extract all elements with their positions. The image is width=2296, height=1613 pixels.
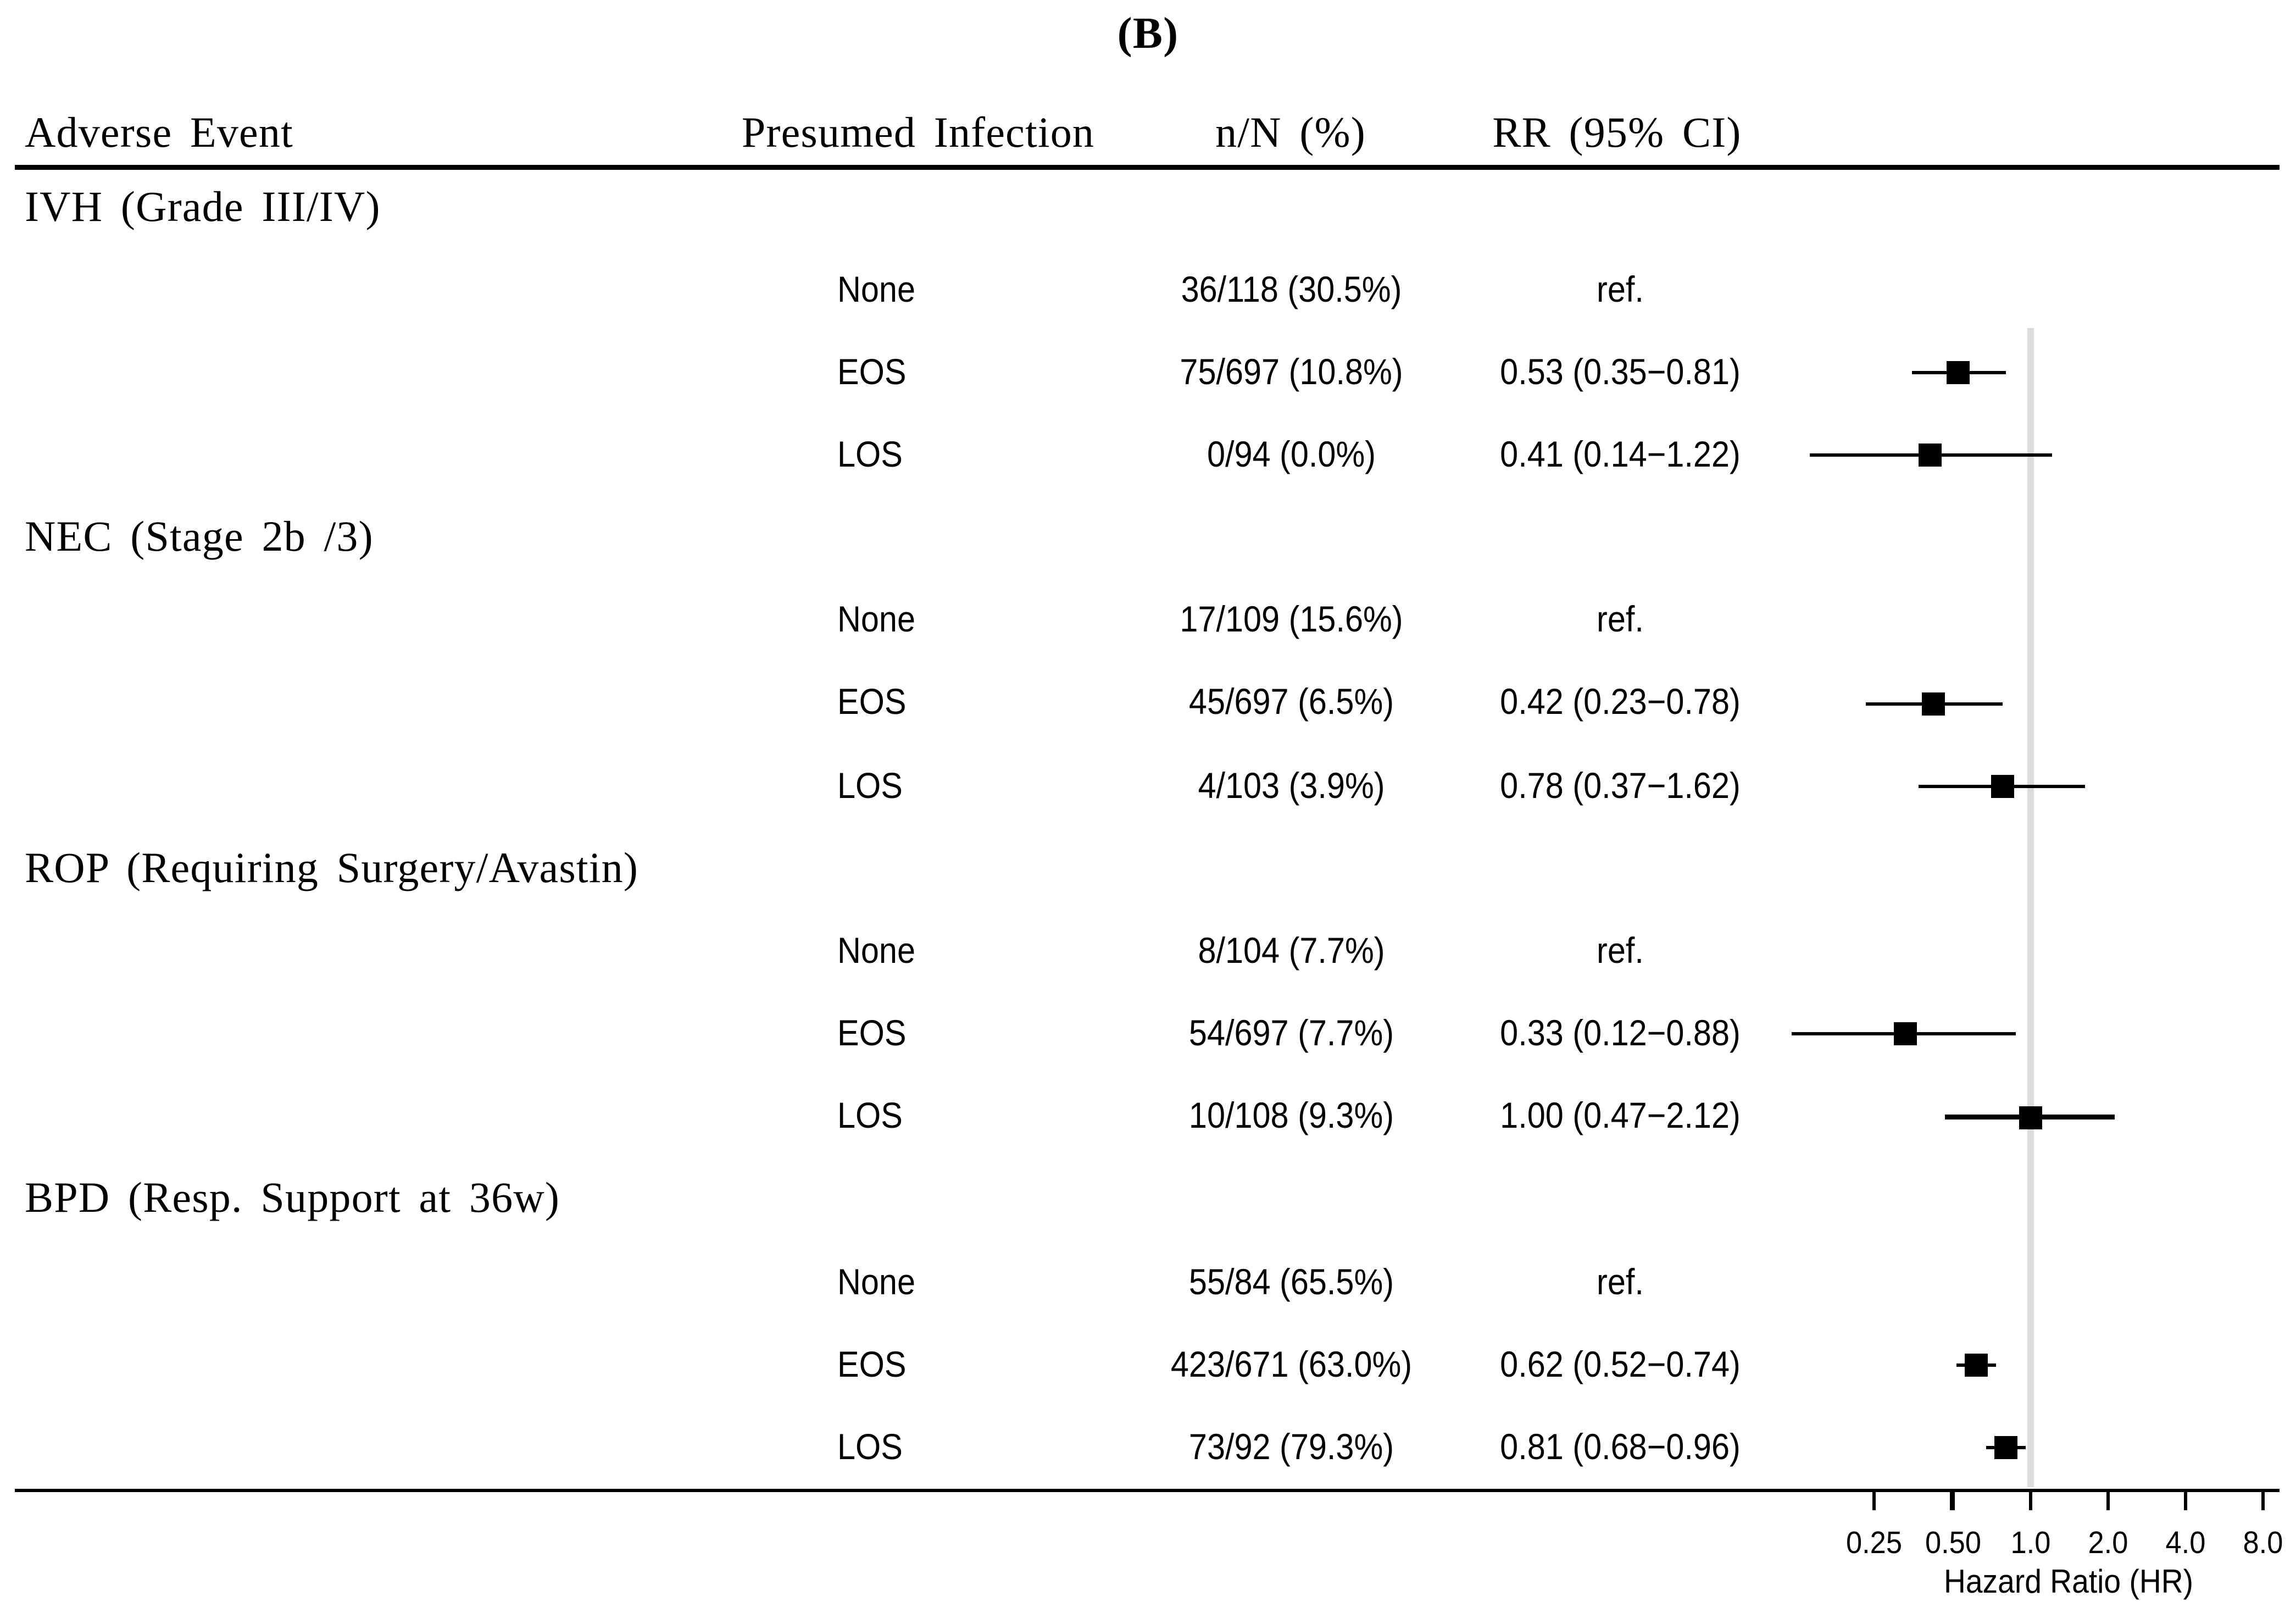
group-label: IVH (Grade III/IV) (25, 182, 381, 230)
forest-marker (1894, 1022, 1917, 1046)
table-body: IVH (Grade III/IV) None 36/118 (30.5%) ref.… (0, 166, 2296, 1489)
table-row: LOS 0/94 (0.0%) 0.41 (0.14−1.22) (0, 414, 2296, 496)
rr-ci-value: 0.81 (0.68−0.96) (1500, 1426, 1741, 1467)
n-over-N-value: 75/697 (10.8%) (1180, 351, 1403, 392)
n-over-N-value: 45/697 (6.5%) (1188, 681, 1394, 723)
n-over-N-value: 55/84 (65.5%) (1188, 1260, 1394, 1302)
table-row: LOS 10/108 (9.3%) 1.00 (0.47−2.12) (0, 1076, 2296, 1158)
infection-label: LOS (837, 1095, 903, 1137)
infection-label: LOS (837, 433, 903, 475)
infection-label: None (837, 1260, 916, 1302)
table-row: None 8/104 (7.7%) ref. (0, 910, 2296, 993)
table-row: None 17/109 (15.6%) ref. (0, 579, 2296, 662)
rr-ci-value: 1.00 (0.47−2.12) (1500, 1095, 1741, 1137)
axis-tick-label: 4.0 (2166, 1527, 2206, 1561)
bottom-rule (15, 1488, 2280, 1492)
table-row: None 55/84 (65.5%) ref. (0, 1241, 2296, 1323)
table-row: None 36/118 (30.5%) ref. (0, 248, 2296, 331)
rr-ci-value: ref. (1597, 929, 1644, 971)
forest-marker (1994, 1436, 2018, 1460)
group-label: BPD (Resp. Support at 36w) (25, 1174, 560, 1223)
group-label: NEC (Stage 2b /3) (25, 513, 374, 561)
infection-label: None (837, 598, 916, 640)
axis-tick (2106, 1492, 2110, 1510)
infection-label: LOS (837, 764, 903, 806)
top-rule (15, 165, 2280, 170)
axis-tick (1950, 1492, 1954, 1510)
axis-tick (2184, 1492, 2188, 1510)
group-row: ROP (Requiring Surgery/Avastin) (0, 827, 2296, 910)
axis-tick (2261, 1492, 2266, 1510)
col-header-presumed-infection: Presumed Infection (741, 109, 1095, 157)
rr-ci-value: ref. (1597, 1260, 1644, 1302)
table-row: EOS 54/697 (7.7%) 0.33 (0.12−0.88) (0, 993, 2296, 1075)
infection-label: EOS (837, 351, 907, 392)
axis-tick-label: 1.0 (2010, 1527, 2050, 1561)
axis-tick (1872, 1492, 1876, 1510)
infection-label: EOS (837, 1343, 907, 1385)
forest-marker (1947, 361, 1971, 384)
forest-marker (1921, 691, 1944, 715)
axis-tick-label: 2.0 (2088, 1527, 2128, 1561)
rr-ci-value: ref. (1597, 598, 1644, 640)
table-row: EOS 423/671 (63.0%) 0.62 (0.52−0.74) (0, 1323, 2296, 1406)
forest-marker (1918, 444, 1942, 467)
table-row: EOS 75/697 (10.8%) 0.53 (0.35−0.81) (0, 331, 2296, 413)
n-over-N-value: 4/103 (3.9%) (1198, 764, 1385, 806)
infection-label: None (837, 268, 916, 309)
x-axis-title: Hazard Ratio (HR) (1943, 1565, 2193, 1601)
col-header-rr-ci: RR (95% CI) (1492, 109, 1742, 157)
n-over-N-value: 0/94 (0.0%) (1207, 433, 1376, 475)
infection-label: None (837, 929, 916, 971)
n-over-N-value: 8/104 (7.7%) (1198, 929, 1385, 971)
figure-title: (B) (1117, 8, 1179, 58)
infection-label: EOS (837, 1012, 907, 1054)
table-row: EOS 45/697 (6.5%) 0.42 (0.23−0.78) (0, 662, 2296, 744)
infection-label: LOS (837, 1426, 903, 1467)
axis-tick (2028, 1492, 2032, 1510)
infection-label: EOS (837, 681, 907, 723)
table-row: LOS 73/92 (79.3%) 0.81 (0.68−0.96) (0, 1406, 2296, 1489)
group-label: ROP (Requiring Surgery/Avastin) (25, 844, 639, 892)
rr-ci-value: 0.78 (0.37−1.62) (1500, 764, 1741, 806)
rr-ci-value: 0.62 (0.52−0.74) (1500, 1343, 1741, 1385)
column-header-row: Adverse Event Presumed Infection n/N (%)… (0, 102, 2296, 165)
forest-marker (1965, 1354, 1988, 1377)
n-over-N-value: 10/108 (9.3%) (1188, 1095, 1394, 1137)
forest-marker (1991, 774, 2014, 798)
reference-line (2027, 328, 2033, 1488)
col-header-n-N: n/N (%) (1215, 109, 1366, 157)
n-over-N-value: 73/92 (79.3%) (1188, 1426, 1394, 1467)
n-over-N-value: 423/671 (63.0%) (1170, 1343, 1413, 1385)
rr-ci-value: ref. (1597, 268, 1644, 309)
forest-marker (2019, 1105, 2042, 1129)
rr-ci-value: 0.53 (0.35−0.81) (1500, 351, 1741, 392)
group-row: BPD (Resp. Support at 36w) (0, 1158, 2296, 1240)
n-over-N-value: 36/118 (30.5%) (1181, 268, 1402, 309)
rr-ci-value: 0.33 (0.12−0.88) (1500, 1012, 1741, 1054)
axis-tick-label: 0.50 (1924, 1527, 1981, 1561)
axis-tick-label: 0.25 (1846, 1527, 1903, 1561)
rr-ci-value: 0.41 (0.14−1.22) (1500, 433, 1741, 475)
n-over-N-value: 54/697 (7.7%) (1188, 1012, 1394, 1054)
n-over-N-value: 17/109 (15.6%) (1180, 598, 1403, 640)
group-row: IVH (Grade III/IV) (0, 166, 2296, 248)
axis-tick-label: 8.0 (2243, 1527, 2284, 1561)
group-row: NEC (Stage 2b /3) (0, 496, 2296, 579)
col-header-adverse-event: Adverse Event (25, 109, 293, 157)
rr-ci-value: 0.42 (0.23−0.78) (1500, 681, 1741, 723)
table-row: LOS 4/103 (3.9%) 0.78 (0.37−1.62) (0, 745, 2296, 827)
